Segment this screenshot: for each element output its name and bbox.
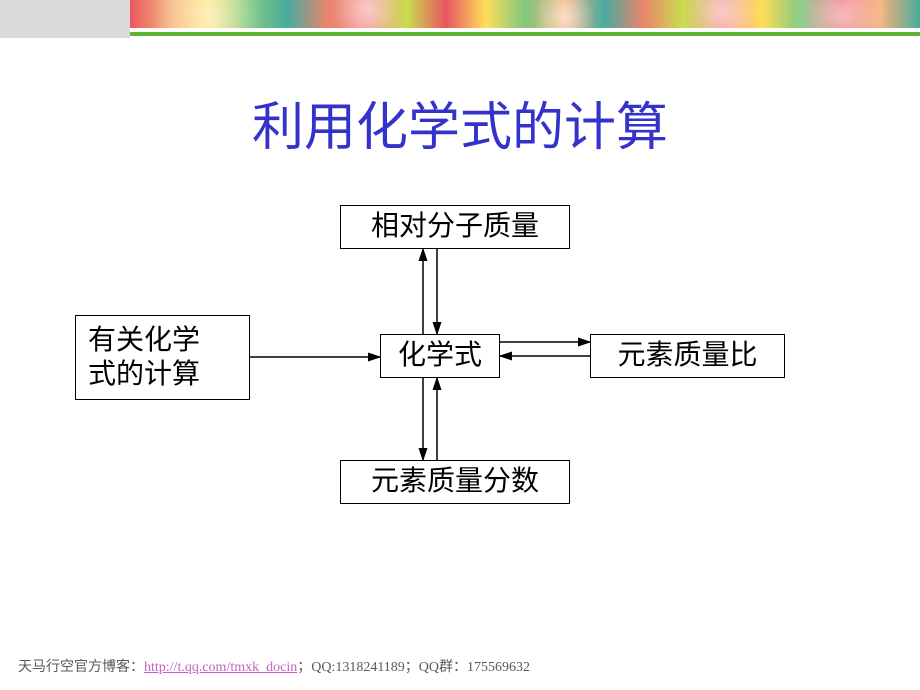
node-right: 元素质量比 bbox=[590, 334, 785, 378]
banner-green-line bbox=[130, 32, 920, 36]
node-center: 化学式 bbox=[380, 334, 500, 378]
page-title: 利用化学式的计算 bbox=[0, 85, 920, 160]
footer-prefix: 天马行空官方博客： bbox=[18, 660, 144, 675]
decorative-banner bbox=[0, 0, 920, 38]
footer-link[interactable]: http://t.qq.com/tmxk_docin bbox=[144, 660, 297, 675]
footer-text: 天马行空官方博客：http://t.qq.com/tmxk_docin；QQ:1… bbox=[18, 656, 530, 676]
node-left: 有关化学 式的计算 bbox=[75, 315, 250, 400]
node-bottom: 元素质量分数 bbox=[340, 460, 570, 504]
banner-grey-strip bbox=[0, 0, 130, 38]
footer-suffix: ；QQ:1318241189；QQ群：175569632 bbox=[297, 660, 530, 675]
node-top: 相对分子质量 bbox=[340, 205, 570, 249]
banner-colorful-strip bbox=[130, 0, 920, 28]
